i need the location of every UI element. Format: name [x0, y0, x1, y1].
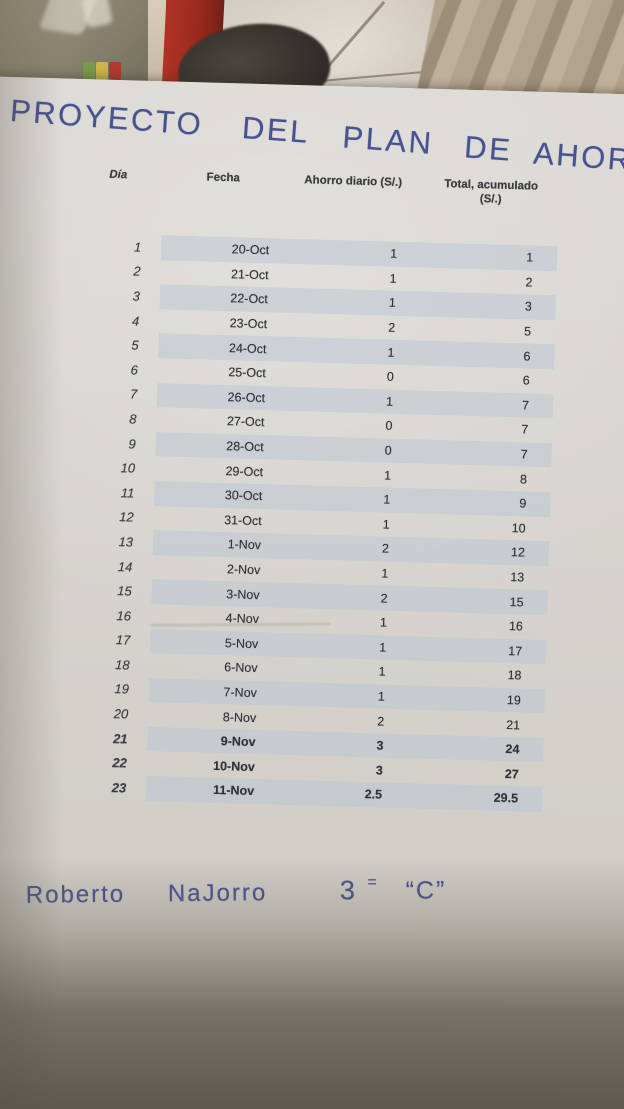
cell-fecha: 26-Oct [156, 382, 278, 411]
cell-total: 27 [504, 766, 519, 782]
signature-grade-mark: = [367, 874, 379, 892]
cell-total: 9 [413, 488, 551, 517]
title-word: AHORRO [532, 135, 624, 182]
cell-total: 3 [419, 291, 557, 321]
cell-dia: 12 [119, 509, 134, 525]
cell-total: 17 [409, 635, 547, 665]
cell-fecha: 6-Nov [224, 660, 258, 676]
signature-section: “C” [405, 876, 447, 905]
cell-dia: 2 [133, 263, 141, 280]
cell-dia: 7 [129, 386, 138, 402]
cell-dia: 20 [113, 706, 129, 722]
small-colored-objects [83, 62, 123, 82]
cell-dia: 4 [131, 313, 140, 329]
cell-fecha: 31-Oct [223, 512, 262, 528]
cell-fecha: 5-Nov [149, 628, 271, 657]
cell-fecha: 2-Nov [226, 562, 261, 578]
cell-fecha: 3-Nov [151, 579, 272, 608]
cell-dia: 22 [112, 755, 128, 771]
yellow-bit [96, 62, 108, 80]
savings-table: Día Fecha Ahorro diario (S/.) Total, acu… [56, 167, 559, 812]
cell-fecha: 8-Nov [222, 709, 257, 725]
cell-fecha: 10-Nov [212, 758, 256, 774]
cell-fecha: 11-Nov [145, 776, 267, 805]
handwritten-title: PROYECTO DEL PLAN DE AHORRO [8, 92, 624, 181]
signature-first-name: Roberto [25, 880, 126, 909]
cell-fecha: 20-Oct [160, 235, 282, 264]
signature-grade: 3 [339, 875, 358, 906]
paper-sheet: PROYECTO DEL PLAN DE AHORRO Día Fecha Ah… [0, 76, 624, 1109]
cell-dia: 16 [116, 607, 132, 624]
cell-total: 7 [521, 422, 529, 438]
handwritten-signature: Roberto NaJorro 3 = “C” [26, 873, 447, 909]
table-rows: 1 20-Oct 1 1 2 21-Oct 1 2 3 22-Oct 1 3 4 23-Oct 2 5 5 24-… [56, 233, 558, 812]
cell-fecha: 21-Oct [230, 267, 269, 283]
title-word: DEL [240, 110, 312, 150]
cell-fecha: 22-Oct [159, 284, 281, 313]
cell-total: 15 [411, 586, 548, 616]
header-fecha: Fecha [206, 171, 241, 185]
green-bit [83, 62, 95, 80]
cell-total: 18 [507, 668, 522, 683]
cell-total: 13 [510, 570, 525, 585]
cell-dia: 11 [120, 484, 135, 501]
cell-fecha: 1-Nov [152, 530, 274, 559]
cell-fecha: 28-Oct [155, 431, 277, 460]
cell-dia: 6 [130, 362, 139, 378]
cell-fecha: 30-Oct [154, 481, 275, 510]
cell-dia: 10 [120, 460, 136, 476]
header-total-line2: (S/.) [479, 193, 502, 206]
cell-fecha: 23-Oct [229, 316, 268, 332]
cell-total: 12 [412, 537, 550, 566]
cell-total: 7 [415, 439, 552, 468]
cell-dia: 3 [132, 288, 141, 304]
header-ahorro: Ahorro diario (S/.) [304, 174, 403, 189]
cell-dia: 1 [133, 239, 142, 255]
cell-total: 29.5 [405, 783, 543, 812]
cell-total: 7 [416, 390, 554, 419]
cell-dia: 14 [117, 558, 133, 575]
cell-fecha: 25-Oct [228, 365, 267, 381]
cell-dia: 5 [131, 337, 139, 353]
cell-fecha: 4-Nov [225, 611, 260, 627]
cell-dia: 23 [111, 779, 127, 796]
header-total: Total, acumulado (S/.) [423, 177, 560, 209]
cell-total: 10 [511, 520, 526, 536]
signature-last-name: NaJorro [167, 879, 268, 908]
cell-fecha: 7-Nov [148, 677, 270, 706]
cell-ahorro: 2.5 [265, 779, 407, 808]
cell-fecha: 9-Nov [147, 726, 268, 755]
header-dia: Día [109, 168, 128, 182]
plastic-shine [81, 0, 113, 29]
cell-total: 6 [522, 373, 530, 388]
cell-total: 16 [508, 619, 524, 634]
red-bit [109, 62, 121, 80]
cell-total: 6 [418, 340, 555, 370]
cell-total: 8 [519, 471, 528, 487]
table-header: Día Fecha Ahorro diario (S/.) Total, acu… [73, 167, 560, 209]
cell-dia: 17 [115, 632, 131, 648]
title-word: PLAN [341, 119, 435, 161]
cell-total: 19 [408, 685, 546, 714]
cell-total: 21 [505, 717, 521, 733]
cell-dia: 8 [129, 411, 137, 427]
title-word: DE [463, 129, 514, 168]
cell-fecha: 24-Oct [158, 333, 279, 362]
cell-dia: 9 [128, 435, 137, 452]
cell-dia: 21 [112, 730, 128, 747]
cell-dia: 19 [114, 681, 130, 697]
cell-total: 24 [407, 734, 544, 763]
cell-dia: 15 [117, 583, 132, 599]
cream-object [148, 0, 166, 94]
cell-dia: 18 [114, 657, 130, 673]
cell-total: 2 [525, 275, 533, 290]
cell-fecha: 27-Oct [226, 414, 265, 430]
cell-total: 1 [420, 242, 558, 271]
cell-dia: 13 [118, 534, 134, 550]
cell-fecha: 29-Oct [225, 463, 264, 479]
cell-total: 5 [523, 324, 532, 339]
title-word: PROYECTO [8, 92, 205, 143]
